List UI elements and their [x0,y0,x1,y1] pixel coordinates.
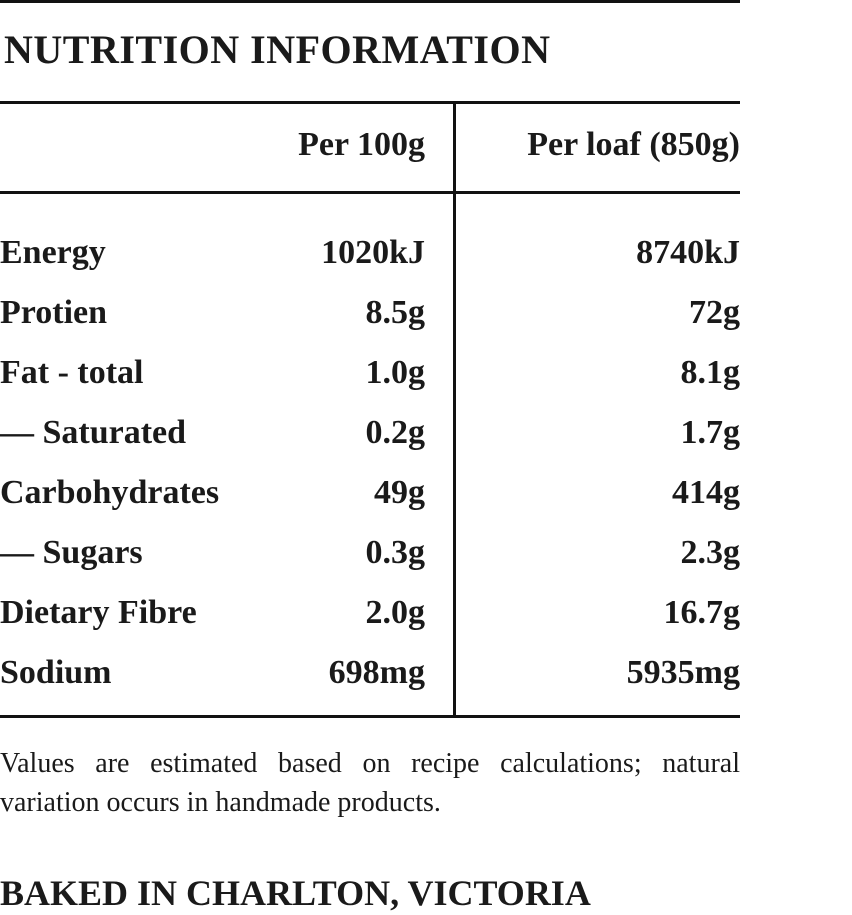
value-cell: 49g [374,474,425,511]
value-cell: 5935mg [626,654,740,691]
value-cell: 2.3g [680,534,741,571]
value-cell: 1.0g [365,354,426,391]
value-cell: 0.3g [365,534,426,571]
value-cell: 8740kJ [636,234,740,271]
rule [0,191,740,194]
value-cell: 1.7g [680,414,741,451]
column-header: Per 100g [298,126,425,163]
nutrient-label: Carbohydrates [0,474,220,511]
nutrient-label: Sodium [0,654,112,691]
rule [0,101,740,104]
value-cell: 8.1g [680,354,741,391]
nutrient-label: Energy [0,234,106,271]
value-cell: 414g [672,474,740,511]
top-rule [0,0,740,3]
nutrient-label: Protien [0,294,108,331]
value-cell: 8.5g [365,294,426,331]
value-cell: 0.2g [365,414,426,451]
nutrient-label: Dietary Fibre [0,594,197,631]
title: NUTRITION INFORMATION [4,27,551,72]
nutrient-label: — Sugars [0,534,143,571]
nutrient-label: — Saturated [0,414,187,451]
value-cell: 2.0g [365,594,426,631]
footer: BAKED IN CHARLTON, VICTORIA [0,873,591,913]
value-cell: 1020kJ [321,234,425,271]
value-cell: 16.7g [663,594,741,631]
rule [0,715,740,718]
column-header: Per loaf (850g) [527,126,740,163]
value-cell: 698mg [328,654,425,691]
footnote: Values are estimated based on recipe cal… [0,748,740,818]
column-divider [453,101,456,718]
value-cell: 72g [689,294,740,331]
nutrient-label: Fat - total [0,354,144,391]
